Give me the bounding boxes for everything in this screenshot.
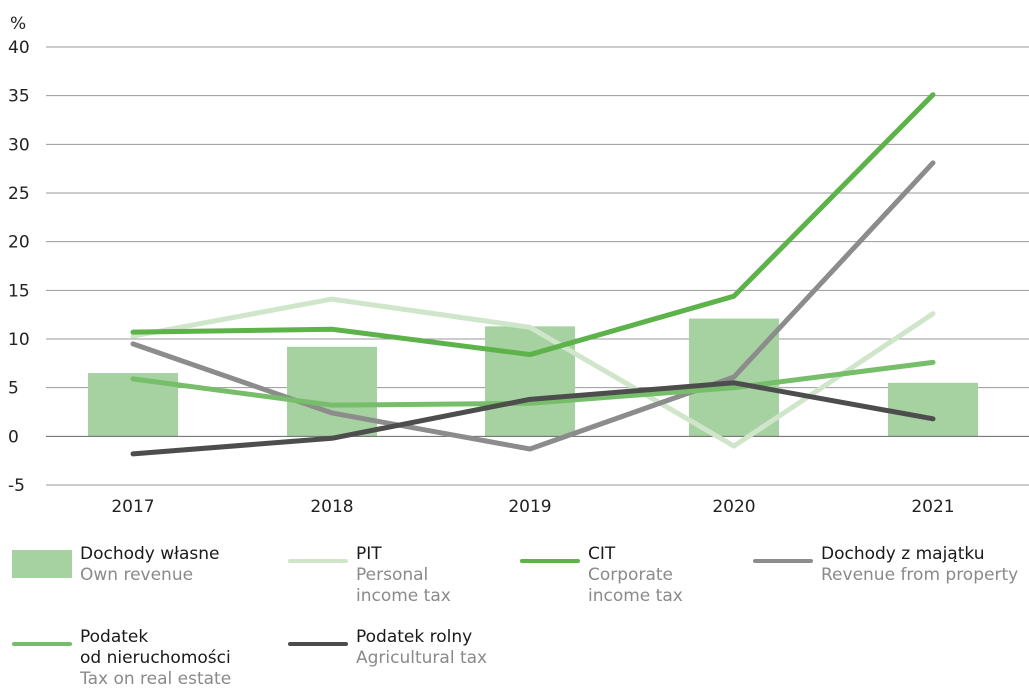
legend-item: Podatek od nieruchomości Tax on real esta…	[0, 627, 231, 690]
line-real-estate-tax	[130, 359, 936, 408]
line-agricultural-tax	[130, 380, 936, 457]
legend-text: Dochody własne Own revenue	[80, 544, 220, 586]
legend-label-pl: Dochody własne	[80, 544, 220, 564]
legend-label-pl: Podatek rolny	[356, 627, 473, 647]
series-lines	[130, 92, 936, 457]
legend-swatch-holder	[0, 627, 80, 687]
legend-swatch-holder	[276, 544, 356, 604]
legend-swatch-holder	[508, 544, 588, 604]
y-axis-unit-label: %	[10, 14, 26, 34]
x-tick-label: 2020	[712, 497, 755, 517]
x-tick-label: 2021	[911, 497, 954, 517]
legend-swatch-holder	[0, 544, 80, 604]
legend-swatch	[288, 642, 348, 646]
y-tick-label: 25	[8, 184, 30, 204]
legend-label-en: Corporate income tax	[588, 565, 683, 606]
x-tick-label: 2019	[508, 497, 551, 517]
legend-swatch	[520, 559, 580, 563]
legend-label-pl: PIT	[356, 544, 382, 564]
legend-label-en: Revenue from property	[821, 565, 1019, 585]
y-tick-label: -5	[8, 476, 25, 496]
legend-label-pl: CIT	[588, 544, 616, 564]
legend-item: PIT Personal income tax	[276, 544, 451, 607]
y-tick-label: 5	[8, 379, 19, 399]
legend-text: CIT Corporate income tax	[588, 544, 683, 607]
legend-label-pl: Dochody z majątku	[821, 544, 985, 564]
bar-own-revenue	[888, 382, 978, 437]
line-cit	[130, 92, 936, 358]
y-tick-label: 40	[8, 38, 30, 58]
legend-text: Dochody z majątku Revenue from property	[821, 544, 1018, 586]
y-tick-label: 0	[8, 427, 19, 447]
line-pit	[130, 296, 936, 449]
y-tick-label: 15	[8, 281, 30, 301]
x-tick-label: 2018	[310, 497, 353, 517]
legend-text: PIT Personal income tax	[356, 544, 451, 607]
bar-own-revenue	[287, 346, 377, 437]
bars	[88, 318, 978, 437]
y-tick-label: 10	[8, 330, 30, 350]
line-property-revenue	[130, 160, 936, 452]
legend-swatch-holder	[741, 544, 821, 604]
y-tick-label: 35	[8, 87, 30, 107]
x-tick-label: 2017	[111, 497, 154, 517]
legend-swatch	[12, 642, 72, 646]
legend-swatch	[288, 559, 348, 563]
x-tick-labels: 2017 2018 2019 2020 2021	[111, 497, 954, 517]
legend-label-pl: Podatek od nieruchomości	[80, 627, 231, 668]
legend-item: CIT Corporate income tax	[508, 544, 683, 607]
y-tick-label: 20	[8, 233, 30, 253]
legend-swatch	[753, 559, 813, 563]
y-tick-labels: -5 0 5 10 15 20 25 30 35 40	[8, 38, 30, 496]
legend-swatch-holder	[276, 627, 356, 687]
legend-text: Podatek od nieruchomości Tax on real esta…	[80, 627, 231, 690]
legend-swatch	[12, 550, 72, 578]
legend-label-en: Tax on real estate	[80, 669, 232, 689]
legend-item: Podatek rolny Agricultural tax	[276, 627, 487, 687]
legend-text: Podatek rolny Agricultural tax	[356, 627, 487, 669]
legend-item: Dochody z majątku Revenue from property	[741, 544, 1018, 604]
legend-item: Dochody własne Own revenue	[0, 544, 220, 604]
legend-label-en: Own revenue	[80, 565, 194, 585]
y-tick-label: 30	[8, 135, 30, 155]
legend-label-en: Agricultural tax	[356, 648, 488, 668]
legend-label-en: Personal income tax	[356, 565, 451, 606]
